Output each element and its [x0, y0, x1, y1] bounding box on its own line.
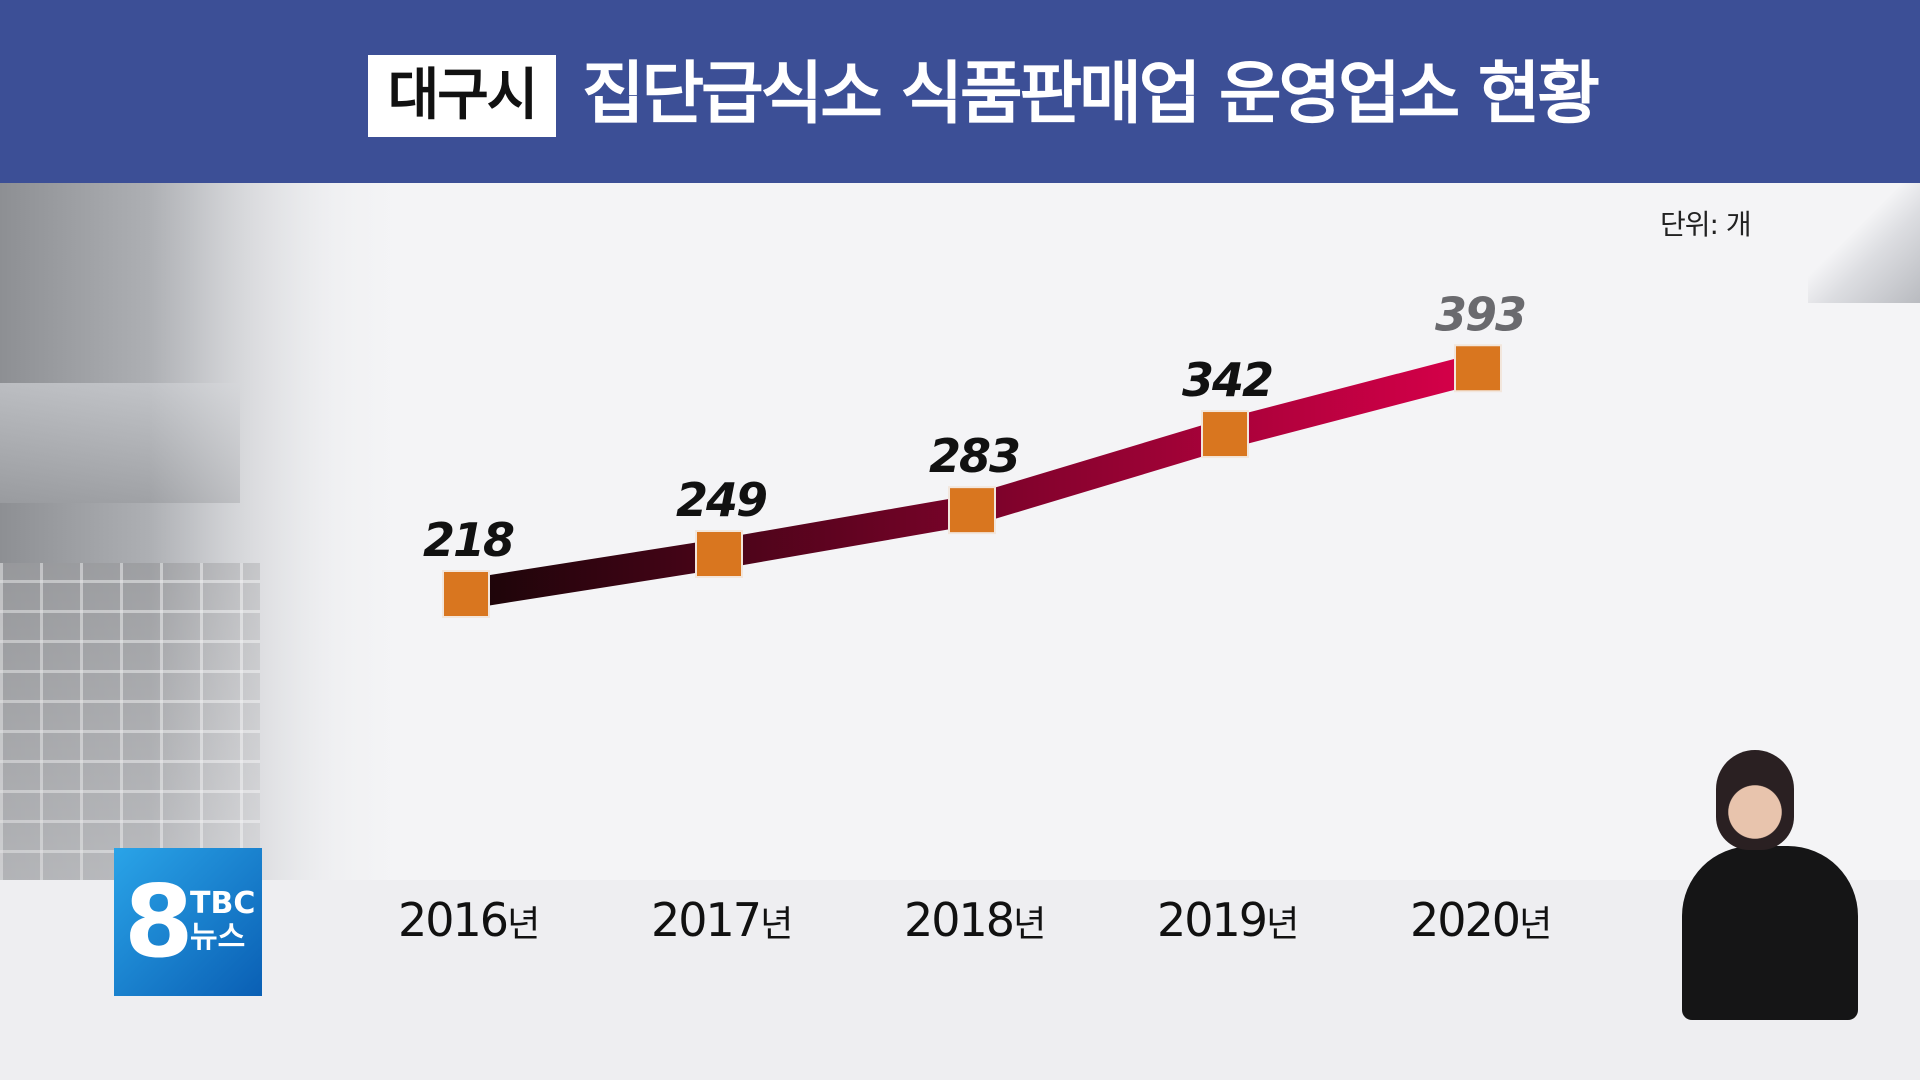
- photo-fade: [150, 183, 420, 883]
- data-label: 218: [423, 513, 514, 567]
- data-label: 393: [1435, 287, 1525, 341]
- x-tick-label: 2020년: [1410, 893, 1552, 947]
- interpreter-body: [1682, 846, 1858, 1020]
- data-label: 249: [676, 473, 766, 527]
- logo-brand: TBC: [190, 886, 256, 921]
- logo-number: 8: [124, 863, 194, 980]
- unit-label: 단위: 개: [1660, 208, 1752, 241]
- data-point-marker: [948, 486, 996, 535]
- data-label: 283: [929, 429, 1019, 483]
- x-tick-label: 2018년: [904, 893, 1046, 947]
- footer-band: [0, 880, 1920, 1080]
- page-title: 집단급식소 식품판매업 운영업소 현황: [582, 55, 1600, 134]
- logo-label: 뉴스: [190, 920, 246, 955]
- x-tick-label: 2019년: [1157, 893, 1299, 947]
- tbc-news-logo: 8 TBC 뉴스: [114, 848, 262, 996]
- sign-language-interpreter: [1680, 750, 1870, 1020]
- header-bar: 대구시 집단급식소 식품판매업 운영업소 현황: [0, 0, 1920, 183]
- region-label: 대구시: [368, 55, 556, 137]
- x-tick-label: 2017년: [651, 893, 793, 947]
- x-tick-label: 2016년: [398, 893, 540, 947]
- kitchen-background-photo: [0, 183, 420, 883]
- page-curl-decoration: [1808, 183, 1920, 303]
- data-point-marker: [1454, 344, 1502, 393]
- data-point-marker: [442, 570, 490, 618]
- data-label: 342: [1182, 353, 1272, 407]
- data-point-marker: [695, 530, 743, 579]
- interpreter-head: [1716, 750, 1794, 850]
- data-point-marker: [1201, 410, 1249, 459]
